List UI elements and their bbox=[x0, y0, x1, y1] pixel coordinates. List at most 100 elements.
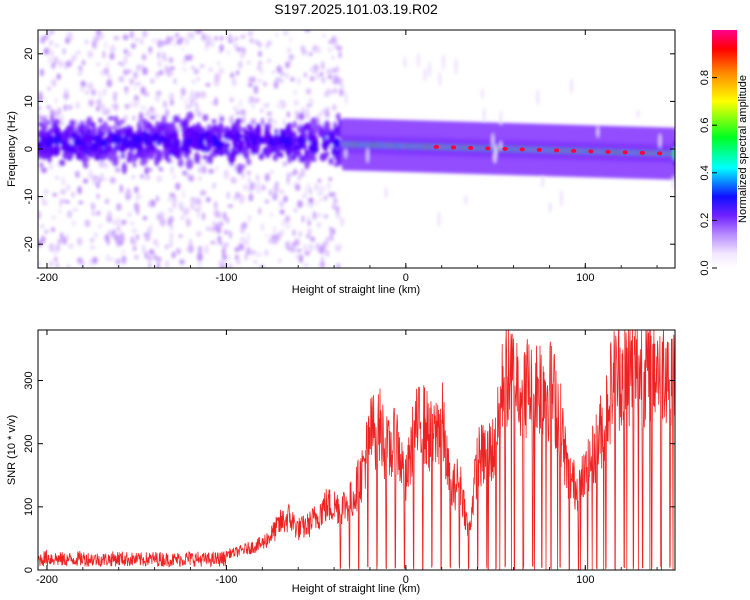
spectrogram-cell bbox=[337, 77, 343, 86]
spectrogram-cell bbox=[206, 34, 212, 44]
spectrogram-cell bbox=[240, 34, 246, 39]
spectrogram-cell bbox=[66, 233, 69, 241]
spectrogram-cell bbox=[173, 130, 177, 138]
spectrogram-cell bbox=[258, 207, 261, 215]
spectrogram-cell bbox=[63, 88, 69, 93]
spectrogram-cell bbox=[192, 79, 196, 84]
spectrogram-cell bbox=[224, 131, 232, 139]
spectrogram-cell bbox=[249, 37, 254, 44]
spectrogram-cell bbox=[48, 30, 51, 37]
spectrogram-cell bbox=[256, 251, 262, 258]
spectrogram-cell bbox=[39, 68, 44, 77]
spectrogram-cell bbox=[345, 91, 348, 105]
spectrogram-cell bbox=[79, 129, 85, 136]
spectrogram-cell bbox=[428, 61, 431, 78]
spectrogram-cell bbox=[229, 97, 234, 103]
spectrogram-cell bbox=[325, 238, 329, 247]
spectrogram-cell bbox=[277, 64, 281, 71]
spectrogram-cell bbox=[43, 47, 50, 55]
spectrogram-cell bbox=[113, 102, 119, 112]
spectrogram-cell bbox=[331, 104, 337, 111]
spectrogram-cell bbox=[193, 68, 199, 75]
spectrogram-cell bbox=[109, 257, 114, 262]
spectrogram-cell bbox=[156, 213, 162, 221]
spectrogram-cell bbox=[55, 175, 59, 180]
spectrogram-cell bbox=[327, 75, 333, 79]
spectrogram-cell bbox=[91, 211, 96, 216]
spectrogram-cell bbox=[242, 183, 248, 191]
spectrogram-cell bbox=[130, 221, 135, 226]
spectrogram-cell bbox=[39, 162, 44, 168]
spectrogram-cell bbox=[155, 93, 160, 103]
spectrogram-cell bbox=[247, 177, 251, 184]
spectrogram-cell bbox=[222, 142, 230, 149]
spectrogram-cell bbox=[155, 113, 161, 119]
spectrogram-cell bbox=[254, 97, 260, 103]
spectrogram-cell bbox=[49, 49, 54, 59]
spectrogram-cell bbox=[240, 171, 245, 179]
spectrogram-cell bbox=[89, 245, 96, 250]
spectrogram-cell bbox=[164, 244, 169, 250]
spectrogram-cell bbox=[293, 168, 298, 176]
spectrogram-peak bbox=[468, 145, 474, 150]
x-tick-label: -200 bbox=[36, 272, 58, 284]
spectrogram-cell bbox=[199, 140, 205, 151]
spectrogram-cell bbox=[135, 196, 139, 201]
spectrogram-cell bbox=[442, 53, 445, 71]
spectrogram-cell bbox=[201, 33, 206, 42]
spectrogram-cell bbox=[214, 139, 221, 149]
spectrogram-cell bbox=[179, 259, 185, 265]
spectrogram-cell bbox=[213, 201, 218, 210]
spectrogram-cell bbox=[384, 186, 388, 199]
spectrogram-cell bbox=[198, 245, 203, 254]
spectrogram-cell bbox=[293, 208, 297, 213]
spectrogram-cell bbox=[276, 232, 281, 241]
spectrogram-cell bbox=[58, 59, 63, 69]
spectrogram-cell bbox=[48, 127, 55, 134]
spectrogram-cell bbox=[278, 200, 285, 208]
spectrogram-cell bbox=[242, 221, 248, 229]
spectrogram-cell bbox=[189, 103, 193, 108]
spectrogram-cell bbox=[304, 158, 310, 170]
spectrogram-cell bbox=[109, 45, 116, 54]
spectrogram-cell bbox=[162, 100, 168, 109]
spectrogram-cell bbox=[147, 151, 155, 160]
spectrogram-cell bbox=[70, 56, 75, 64]
spectrogram-cell bbox=[265, 102, 269, 109]
spectrogram-cell bbox=[51, 62, 56, 69]
spectrogram-cell bbox=[307, 98, 312, 103]
spectrogram-cell bbox=[275, 144, 282, 152]
spectrogram-cell bbox=[38, 106, 42, 110]
spectrogram-cell bbox=[282, 30, 289, 36]
spectrogram-cell bbox=[332, 68, 336, 73]
spectrogram-cell bbox=[184, 55, 190, 62]
spectrogram-cell bbox=[304, 250, 310, 256]
spectrogram-cell bbox=[102, 121, 109, 133]
spectrogram-cell bbox=[98, 98, 102, 107]
spectrogram-cell bbox=[221, 127, 226, 134]
spectrogram-cell bbox=[319, 72, 324, 77]
spectrogram-cell bbox=[262, 134, 270, 145]
spectrogram-cell bbox=[71, 191, 75, 198]
spectrogram-cell bbox=[139, 159, 147, 166]
spectrogram-cell bbox=[295, 149, 301, 156]
spectrogram-cell bbox=[269, 189, 272, 196]
spectrogram-cell bbox=[335, 205, 340, 214]
spectrogram-cell bbox=[68, 31, 74, 41]
spectrogram-cell bbox=[333, 197, 338, 205]
spectrogram-cell bbox=[160, 121, 164, 133]
spectrogram-cell bbox=[217, 149, 223, 155]
spectrogram-cell bbox=[216, 81, 220, 86]
spectrogram-cell bbox=[169, 66, 176, 70]
spectrogram-cell bbox=[325, 88, 332, 96]
spectrogram-cell bbox=[309, 197, 314, 205]
spectrogram-cell bbox=[96, 193, 100, 199]
spectrogram-cell bbox=[329, 236, 334, 241]
y-tick-label: 0 bbox=[23, 146, 35, 152]
spectrogram-cell bbox=[536, 88, 540, 106]
spectrogram-cell bbox=[336, 112, 341, 121]
spectrogram-cell bbox=[154, 148, 160, 155]
spectrogram-cell bbox=[104, 234, 110, 242]
spectrogram-cell bbox=[38, 91, 43, 97]
spectrogram-cell bbox=[323, 214, 329, 219]
